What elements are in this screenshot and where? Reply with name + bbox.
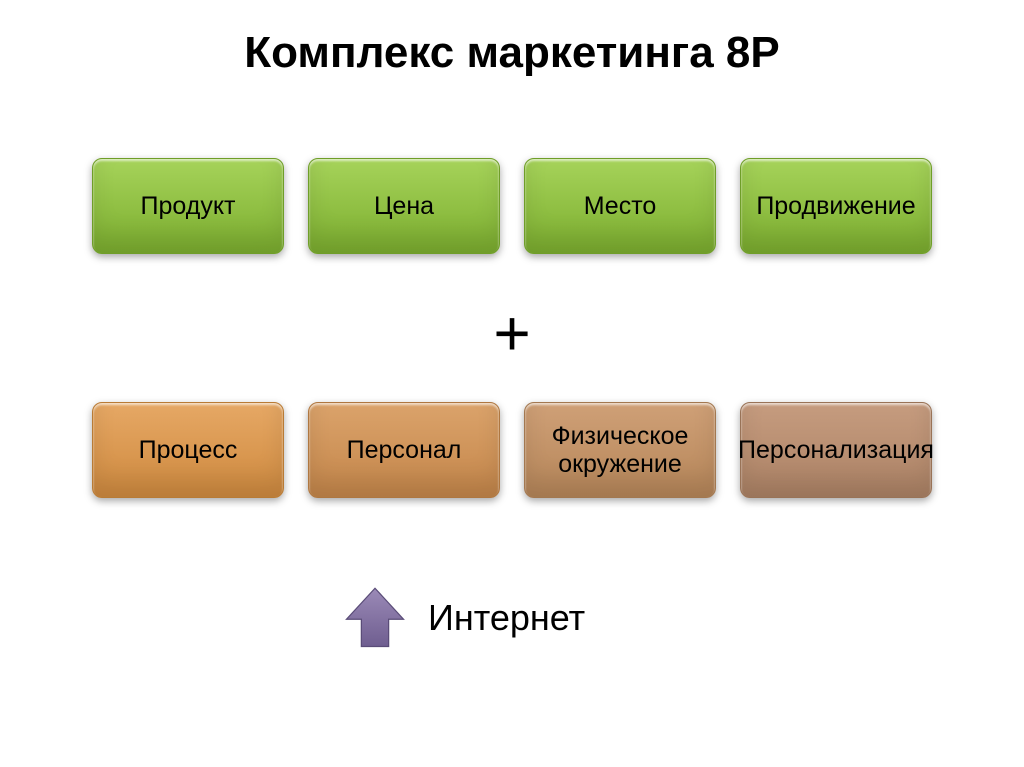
tile-label: Продвижение: [756, 192, 915, 220]
arrow-group: Интернет: [344, 586, 585, 650]
tile-label: Персонализация: [738, 436, 934, 464]
tile-персонал: Персонал: [308, 402, 500, 498]
tile-продвижение: Продвижение: [740, 158, 932, 254]
arrow-up-icon: [344, 586, 406, 650]
tile-продукт: Продукт: [92, 158, 284, 254]
tile-label: Процесс: [139, 436, 238, 464]
tile-label: Продукт: [141, 192, 236, 220]
page-title: Комплекс маркетинга 8Р: [0, 28, 1024, 78]
tile-label: Персонал: [347, 436, 462, 464]
internet-label: Интернет: [428, 597, 585, 639]
tile-процесс: Процесс: [92, 402, 284, 498]
tile-место: Место: [524, 158, 716, 254]
tile-физическое-окружение: Физическое окружение: [524, 402, 716, 498]
slide: Комплекс маркетинга 8Р ПродуктЦенаМестоП…: [0, 0, 1024, 767]
row-top: Продукт Цена Место Продвижение: [0, 158, 1024, 254]
tile-label: Цена: [374, 192, 434, 220]
plus-symbol: +: [0, 296, 1024, 370]
tile-label: Физическое окружение: [533, 422, 707, 478]
tile-цена: Цена: [308, 158, 500, 254]
row-bottom: Процесс Персонал Физическое окружение Персо…: [0, 402, 1024, 498]
tile-персонализация: Персонализация: [740, 402, 932, 498]
tile-label: Место: [584, 192, 657, 220]
